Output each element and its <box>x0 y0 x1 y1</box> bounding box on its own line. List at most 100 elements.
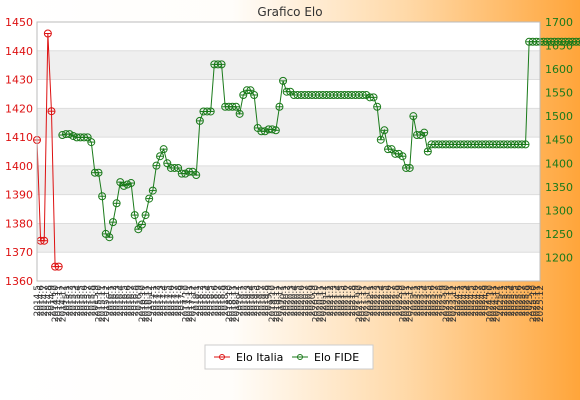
x-axis-tick-label: 2022.12 <box>406 285 416 322</box>
x-axis-tick-label: 2024.12 <box>493 285 503 322</box>
x-axis-tick-label: 2020.8 <box>304 285 314 317</box>
data-point <box>119 181 128 190</box>
x-axis-tick-label: 2018.6 <box>210 285 220 317</box>
right-axis-tick-label: 1500 <box>545 110 573 123</box>
x-axis-tick-label: 2022.7 <box>388 285 398 317</box>
x-axis-tick-label: 2020.3 <box>286 285 296 317</box>
x-axis-tick-label: 2019.1 <box>236 285 246 317</box>
data-point <box>405 163 414 172</box>
right-axis-tick-label: 1650 <box>545 40 573 53</box>
x-axis-tick-label: 2017.11 <box>185 285 195 322</box>
x-axis-tick-label: 2020.1 <box>279 285 289 317</box>
x-axis-tick-label: 2017.5 <box>163 285 173 317</box>
x-axis-tick-label: 2024.1 <box>453 285 463 317</box>
x-axis-tick-label: 2020.2 <box>283 285 293 317</box>
x-axis-tick-label: 2016.2 <box>109 285 119 317</box>
data-point <box>145 194 154 203</box>
data-point <box>108 218 117 227</box>
data-point <box>373 102 382 111</box>
x-axis-tick-label: 2023.8 <box>435 285 445 317</box>
data-point <box>47 107 56 116</box>
x-axis-tick-label: 2015.1 <box>62 285 72 317</box>
data-point <box>250 90 259 99</box>
x-axis-tick-label: 2015.11 <box>98 285 108 322</box>
x-axis-tick-label: 2014.5 <box>33 285 43 317</box>
x-axis-tick-label: 2023.12 <box>449 285 459 322</box>
x-axis-tick-label: 2019.6 <box>254 285 264 317</box>
x-axis-tick-label: 2016.8 <box>131 285 141 317</box>
x-axis-tick-label: 2022.8 <box>391 285 401 317</box>
x-axis-tick-label: 2023.3 <box>417 285 427 317</box>
x-axis-tick-label: 2022.3 <box>373 285 383 317</box>
x-axis-tick-label: 2022.9 <box>395 285 405 317</box>
x-axis-tick-label: 2015.5 <box>76 285 86 317</box>
x-axis-tick-label: 2025.3 <box>503 285 513 317</box>
x-axis-tick-label: 2020.11 <box>315 285 325 322</box>
legend-label: Elo Italia <box>236 351 283 364</box>
data-point <box>409 112 418 121</box>
data-point <box>195 116 204 125</box>
x-axis-tick-label: 2018.4 <box>203 285 213 317</box>
series-layer <box>33 29 580 271</box>
plot-band <box>37 165 540 195</box>
legend-box <box>204 344 374 370</box>
x-axis-tick-label: 2017.10 <box>181 285 191 322</box>
x-axis-tick-label: 2014.11 <box>55 285 65 322</box>
x-axis-tick-label: 2021.8 <box>348 285 358 317</box>
x-axis-tick-label: 2018.2 <box>196 285 206 317</box>
x-axis-tick-label: 2016.9 <box>134 285 144 317</box>
x-axis-tick-label: 2019.11 <box>272 285 282 322</box>
data-point <box>235 109 244 118</box>
data-point <box>130 211 139 220</box>
data-point <box>268 125 277 134</box>
x-axis-tick-label: 2018.12 <box>232 285 242 322</box>
x-axis-tick-label: 2017.8 <box>174 285 184 317</box>
x-axis-tick-label: 2015.7 <box>84 285 94 317</box>
x-axis-tick-label: 2019.3 <box>243 285 253 317</box>
right-axis-tick-label: 1450 <box>545 134 573 147</box>
data-point <box>380 126 389 135</box>
x-axis-tick-label: 2023.6 <box>427 285 437 317</box>
x-axis-tick-label: 2024.7 <box>474 285 484 317</box>
x-axis-tick-label: 2016.10 <box>138 285 148 322</box>
right-axis-tick-label: 1600 <box>545 63 573 76</box>
x-axis-tick-label: 2016.7 <box>127 285 137 317</box>
x-axis-tick-label: 2020.5 <box>294 285 304 317</box>
data-point <box>275 102 284 111</box>
legend-label: Elo FIDE <box>314 351 359 364</box>
x-axis-tick-label: 2021.5 <box>337 285 347 317</box>
x-axis-tick-label: 2023.9 <box>438 285 448 317</box>
right-axis-tick-label: 1550 <box>545 87 573 100</box>
x-axis-tick-label: 2022.10 <box>398 285 408 322</box>
x-axis-tick-label: 2014.8 <box>44 285 54 317</box>
x-axis-tick-label: 2025.4 <box>507 285 517 317</box>
x-axis-tick-label: 2021.3 <box>330 285 340 317</box>
x-axis-tick-label: 2025.11 <box>532 285 542 322</box>
x-axis-tick-label: 2023.11 <box>446 285 456 322</box>
x-axis-tick-label: 2024.3 <box>460 285 470 317</box>
x-axis-tick-label: 2025.5 <box>511 285 521 317</box>
x-axis-tick-label: 2025.12 <box>536 285 546 322</box>
x-axis-tick-label: 2025.6 <box>514 285 524 317</box>
x-axis-tick-label: 2020.6 <box>297 285 307 317</box>
axes: 1360 1370 1380 1390 1400 1410 1420 1430 1440 1450… <box>5 16 573 322</box>
x-axis-tick-label: 2020.12 <box>319 285 329 322</box>
x-axis-tick-label: 2024.4 <box>464 285 474 317</box>
x-axis-tick-label: 2024.11 <box>489 285 499 322</box>
left-axis-tick-label: 1380 <box>5 217 33 230</box>
x-axis-tick-label: 2022.5 <box>380 285 390 317</box>
x-axis-tick-label: 2017.9 <box>178 285 188 317</box>
data-point <box>521 140 530 149</box>
legend-swatch-marker <box>297 354 303 360</box>
data-point <box>112 199 121 208</box>
x-axis-tick-label: 2023.5 <box>424 285 434 317</box>
x-axis-tick-label: 2020.7 <box>301 285 311 317</box>
x-axis-tick-label: 2022.11 <box>402 285 412 322</box>
data-point <box>279 76 288 85</box>
x-axis-tick-label: 2021.11 <box>359 285 369 322</box>
data-point <box>159 145 168 154</box>
series-elo-fide <box>58 37 580 242</box>
x-axis-tick-label: 2020.10 <box>312 285 322 322</box>
x-axis-tick-label: 2018.3 <box>199 285 209 317</box>
